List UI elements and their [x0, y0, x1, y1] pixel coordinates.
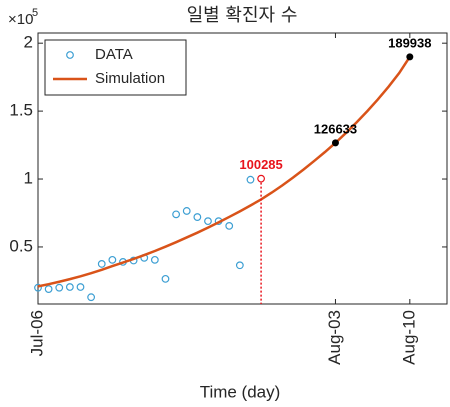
legend-label: Simulation [95, 70, 165, 87]
data-point [87, 293, 96, 302]
data-point [76, 283, 85, 291]
annotation-point [257, 174, 265, 183]
data-point [55, 283, 64, 292]
legend-box [44, 39, 187, 96]
legend-swatch [66, 51, 74, 59]
chart-title: 일별 확진자 수 [187, 5, 298, 26]
data-point [172, 210, 181, 219]
data-point [182, 207, 191, 215]
x-tick-label: Aug-03 [325, 310, 344, 365]
x-axis-label: Time (day) [200, 382, 281, 401]
y-multiplier-base: ×10 [8, 11, 33, 28]
data-point [225, 221, 234, 230]
data-point [65, 283, 74, 291]
data-point [97, 260, 106, 268]
plot-area [37, 32, 448, 305]
y-tick-label: 0.5 [9, 236, 33, 255]
data-point [204, 217, 212, 226]
data-point [193, 213, 202, 221]
y-tick-label: 1 [24, 169, 33, 188]
annotation-label: 189938 [388, 35, 431, 50]
annotation-dot [406, 53, 414, 61]
annotation-label: 126633 [314, 121, 357, 136]
data-point [150, 255, 159, 264]
x-tick-label: Aug-10 [399, 310, 418, 365]
legend-label: DATA [95, 46, 133, 63]
y-multiplier-exponent: 5 [32, 7, 38, 19]
data-point [108, 255, 117, 264]
data-point [246, 175, 255, 184]
data-point [235, 261, 244, 270]
data-point [34, 283, 42, 292]
simulation-line [37, 56, 411, 288]
y-tick-label: 1.5 [9, 101, 33, 120]
x-tick-label: Jul-06 [27, 310, 46, 356]
data-point [44, 285, 53, 293]
annotation-dot [331, 139, 339, 147]
y-tick-label: 2 [24, 33, 33, 52]
data-point [161, 274, 170, 283]
annotation-label: 100285 [239, 157, 282, 172]
